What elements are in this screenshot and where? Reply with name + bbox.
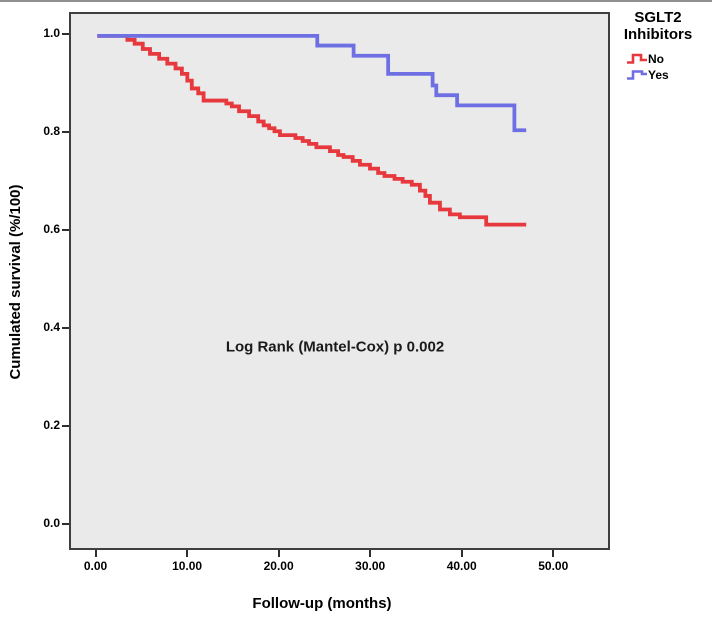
y-tick-label: 0.2: [43, 418, 60, 433]
x-tick-mark: [369, 550, 372, 557]
plot-panel: [69, 12, 610, 550]
x-tick-label: 0.00: [83, 559, 108, 573]
legend-title-line1: SGLT2: [634, 9, 682, 26]
y-tick-label: 0.4: [43, 320, 60, 335]
legend-title-line2: Inhibitors: [623, 25, 693, 43]
x-tick-label: 10.00: [172, 559, 203, 573]
x-tick-mark: [552, 550, 555, 557]
legend-item-yes: Yes: [608, 67, 708, 82]
legend-item-label: No: [648, 51, 664, 66]
x-tick-label: 30.00: [355, 559, 386, 573]
x-tick-mark: [460, 550, 463, 557]
legend-title: SGLT2 Inhibitors: [608, 9, 708, 43]
y-tick-mark: [62, 523, 69, 526]
y-tick-label: 1.0: [43, 26, 60, 41]
y-tick-label: 0.0: [43, 516, 60, 531]
x-tick-mark: [186, 550, 189, 557]
y-tick-label: 0.8: [43, 124, 60, 139]
y-tick-mark: [62, 229, 69, 232]
survival-curve-yes: [97, 33, 527, 133]
y-axis-title: Cumulated survival (%/100): [7, 184, 24, 380]
log-rank-annotation: Log Rank (Mantel-Cox) p 0.002: [225, 338, 445, 356]
legend: SGLT2 Inhibitors No Yes: [608, 9, 708, 82]
x-axis-title: Follow-up (months): [252, 595, 392, 612]
y-tick-mark: [62, 327, 69, 330]
y-tick-label: 0.6: [43, 222, 60, 237]
legend-item-label: Yes: [648, 67, 669, 82]
survival-curve-no: [97, 33, 527, 227]
blue-step-line-icon: [627, 70, 647, 80]
survival-curves-canvas: [97, 33, 527, 227]
x-tick-label: 40.00: [446, 559, 477, 573]
red-step-line-icon: [627, 53, 647, 64]
x-tick-label: 50.00: [538, 559, 569, 573]
y-tick-mark: [62, 33, 69, 36]
x-tick-mark: [277, 550, 280, 557]
legend-item-no: No: [608, 51, 708, 66]
y-tick-mark: [62, 425, 69, 428]
x-tick-label: 20.00: [263, 559, 294, 573]
x-tick-mark: [94, 550, 97, 557]
y-tick-mark: [62, 131, 69, 134]
